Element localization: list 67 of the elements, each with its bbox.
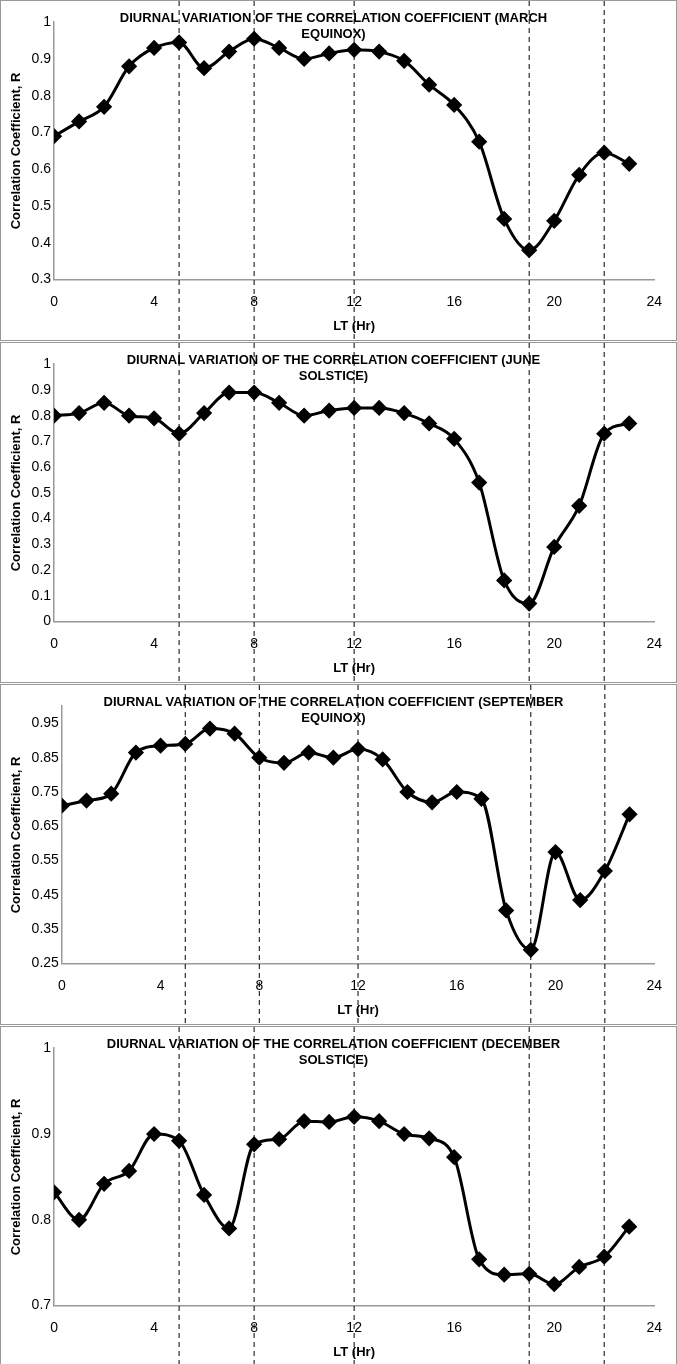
y-tick-label: 0.6 <box>31 160 52 177</box>
y-tick-label: 0.1 <box>31 586 52 603</box>
y-tick-label: 1 <box>43 1039 52 1056</box>
x-axis-title: LT (Hr) <box>333 1343 375 1359</box>
x-tick-label: 24 <box>646 976 663 993</box>
y-tick-label: 0.65 <box>31 817 60 834</box>
y-tick-label: 0.8 <box>31 1210 52 1227</box>
y-tick-label: 0.3 <box>31 535 52 552</box>
x-tick-label: 16 <box>446 292 463 309</box>
chart-title: DIURNAL VARIATION OF THE CORRELATION COEFFICIENT (MARCH EQUINOX) <box>119 10 548 41</box>
x-tick-label: 8 <box>255 976 264 993</box>
y-tick-label: 0.45 <box>31 885 60 902</box>
x-tick-label: 24 <box>646 1318 663 1335</box>
y-tick-label: 0.3 <box>31 270 52 287</box>
y-tick-label: 0.35 <box>31 920 60 937</box>
y-tick-label: 0.25 <box>31 954 60 971</box>
x-tick-label: 12 <box>350 976 367 993</box>
y-tick-label: 0.85 <box>31 748 60 765</box>
y-tick-label: 0.8 <box>31 406 52 423</box>
x-tick-label: 16 <box>446 634 463 651</box>
chart-title: DIURNAL VARIATION OF THE CORRELATION COEFFICIENT (SEPTEMBER EQUINOX) <box>103 694 565 725</box>
y-tick-label: 0.5 <box>31 196 52 213</box>
y-tick-label: 0.8 <box>31 86 52 103</box>
x-tick-label: 20 <box>546 634 563 651</box>
x-axis-title: LT (Hr) <box>333 659 375 675</box>
y-tick-label: 0.9 <box>31 49 52 66</box>
y-tick-label: 0.95 <box>31 714 60 731</box>
y-tick-label: 0.75 <box>31 782 60 799</box>
y-tick-label: 0.7 <box>31 1296 52 1313</box>
x-tick-label: 12 <box>346 292 363 309</box>
x-tick-label: 12 <box>346 1318 363 1335</box>
x-tick-label: 24 <box>646 634 663 651</box>
x-tick-label: 8 <box>250 1318 259 1335</box>
y-tick-label: 0.9 <box>31 380 52 397</box>
y-tick-label: 0.7 <box>31 123 52 140</box>
x-tick-label: 20 <box>546 1318 563 1335</box>
y-tick-label: 0.2 <box>31 560 52 577</box>
x-tick-label: 8 <box>250 634 259 651</box>
y-axis-title: Correlation Coefficient, R <box>8 1097 24 1256</box>
x-axis-title: LT (Hr) <box>337 1001 379 1017</box>
x-tick-label: 4 <box>156 976 165 993</box>
y-axis-title: Correlation Coefficient, R <box>8 413 24 572</box>
x-tick-label: 16 <box>448 976 465 993</box>
x-tick-label: 20 <box>546 292 563 309</box>
y-tick-label: 1 <box>43 13 52 30</box>
x-tick-label: 12 <box>346 634 363 651</box>
x-tick-label: 20 <box>547 976 564 993</box>
y-axis-title: Correlation Coefficient, R <box>8 71 24 230</box>
x-tick-label: 4 <box>150 634 159 651</box>
y-tick-label: 0.5 <box>31 483 52 500</box>
chart-title: DIURNAL VARIATION OF THE CORRELATION COEFFICIENT (DECEMBER SOLSTICE) <box>106 1036 561 1067</box>
y-tick-label: 0.4 <box>31 233 52 250</box>
y-tick-label: 0.55 <box>31 851 60 868</box>
y-tick-label: 0.7 <box>31 432 52 449</box>
x-tick-label: 24 <box>646 292 663 309</box>
y-tick-label: 0.4 <box>31 509 52 526</box>
x-tick-label: 4 <box>150 292 159 309</box>
y-tick-label: 1 <box>43 355 52 372</box>
y-axis-title: Correlation Coefficient, R <box>8 755 24 914</box>
y-tick-label: 0 <box>43 612 52 629</box>
y-tick-label: 0.9 <box>31 1124 52 1141</box>
x-tick-label: 16 <box>446 1318 463 1335</box>
x-axis-title: LT (Hr) <box>333 317 375 333</box>
chart-title: DIURNAL VARIATION OF THE CORRELATION COEFFICIENT (JUNE SOLSTICE) <box>126 352 541 383</box>
x-tick-label: 8 <box>250 292 259 309</box>
x-tick-label: 4 <box>150 1318 159 1335</box>
y-tick-label: 0.6 <box>31 458 52 475</box>
